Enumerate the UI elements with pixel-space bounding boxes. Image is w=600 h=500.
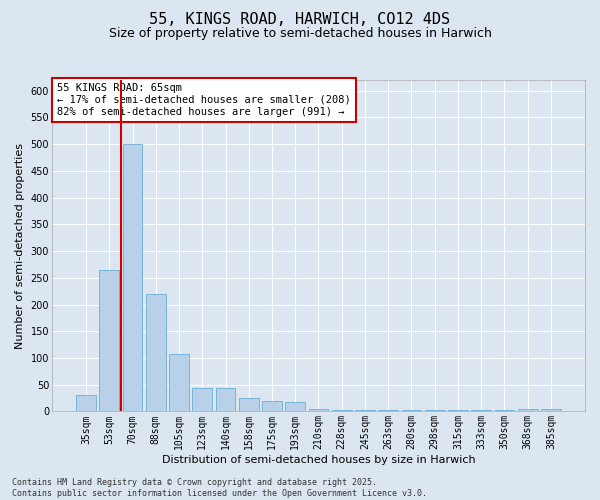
Text: Size of property relative to semi-detached houses in Harwich: Size of property relative to semi-detach…	[109, 28, 491, 40]
Bar	[355, 410, 375, 412]
Bar	[215, 388, 235, 411]
Bar	[401, 410, 421, 412]
Bar	[239, 398, 259, 411]
Bar	[100, 270, 119, 412]
Bar	[286, 402, 305, 411]
Bar	[494, 410, 514, 412]
Bar	[379, 410, 398, 412]
Bar	[541, 410, 561, 412]
Text: 55 KINGS ROAD: 65sqm
← 17% of semi-detached houses are smaller (208)
82% of semi: 55 KINGS ROAD: 65sqm ← 17% of semi-detac…	[57, 84, 351, 116]
Bar	[169, 354, 189, 412]
Bar	[332, 410, 352, 412]
Bar	[308, 408, 328, 412]
X-axis label: Distribution of semi-detached houses by size in Harwich: Distribution of semi-detached houses by …	[161, 455, 475, 465]
Bar	[76, 396, 96, 411]
Bar	[518, 410, 538, 412]
Bar	[122, 144, 142, 411]
Bar	[471, 410, 491, 412]
Y-axis label: Number of semi-detached properties: Number of semi-detached properties	[15, 142, 25, 348]
Bar	[193, 388, 212, 411]
Bar	[448, 410, 468, 412]
Bar	[425, 410, 445, 412]
Text: 55, KINGS ROAD, HARWICH, CO12 4DS: 55, KINGS ROAD, HARWICH, CO12 4DS	[149, 12, 451, 28]
Bar	[262, 400, 282, 411]
Text: Contains HM Land Registry data © Crown copyright and database right 2025.
Contai: Contains HM Land Registry data © Crown c…	[12, 478, 427, 498]
Bar	[146, 294, 166, 412]
